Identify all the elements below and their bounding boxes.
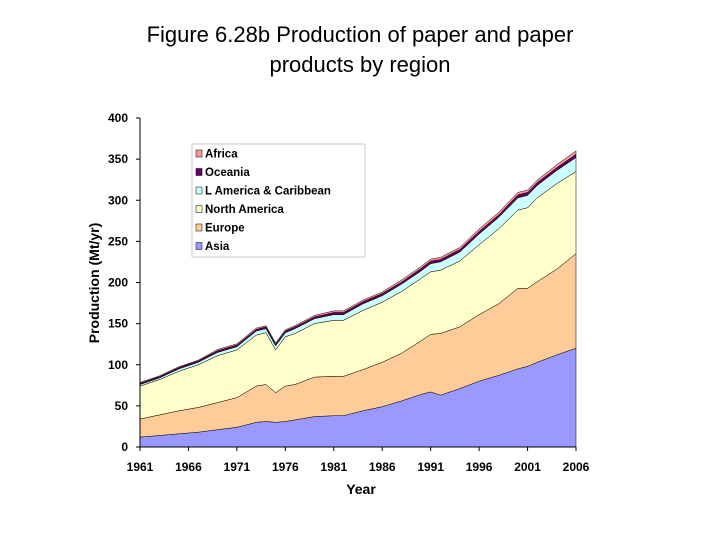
legend-label-north-america: North America bbox=[205, 204, 284, 216]
y-tick-label: 400 bbox=[108, 111, 128, 125]
legend-swatch-africa bbox=[195, 149, 203, 158]
x-tick-label: 1996 bbox=[466, 460, 493, 474]
legend-label-africa: Africa bbox=[205, 149, 238, 161]
y-tick-label: 250 bbox=[108, 234, 128, 248]
y-tick-label: 150 bbox=[108, 317, 128, 331]
legend-label-l-america-caribbean: L America & Caribbean bbox=[205, 186, 331, 198]
legend-box bbox=[191, 143, 366, 258]
legend-swatch-north-america bbox=[195, 205, 203, 213]
x-tick-label: 1961 bbox=[127, 460, 154, 474]
slide-title: Figure 6.28b Production of paper and pap… bbox=[60, 20, 660, 80]
stacked-area-layers bbox=[139, 150, 577, 448]
x-tick-label: 1966 bbox=[175, 460, 202, 474]
x-tick-label: 2006 bbox=[563, 460, 590, 474]
legend-swatch-asia bbox=[195, 242, 203, 250]
slide-title-line-1: Figure 6.28b Production of paper and pap… bbox=[146, 22, 574, 47]
x-tick-label: 2001 bbox=[514, 460, 541, 474]
legend-swatch-oceania bbox=[195, 168, 203, 176]
y-tick-label: 300 bbox=[108, 193, 128, 207]
legend-swatch-l-america-caribbean bbox=[195, 186, 203, 195]
x-tick-label: 1991 bbox=[417, 460, 444, 474]
x-axis-title: Year bbox=[346, 481, 376, 497]
legend-label-europe: Europe bbox=[205, 223, 245, 235]
x-tick-label: 1981 bbox=[320, 460, 347, 474]
slide-title-line-2: products by region bbox=[269, 52, 451, 77]
area-africa bbox=[139, 150, 577, 384]
y-tick-label: 50 bbox=[115, 399, 129, 413]
chart-axes: 0 50 100 150 200 250 300 350 400 1961 1966 1971 1976… bbox=[108, 111, 590, 474]
y-tick-label: 0 bbox=[121, 440, 128, 454]
y-tick-label: 200 bbox=[108, 276, 128, 290]
x-tick-label: 1971 bbox=[224, 460, 251, 474]
y-tick-label: 100 bbox=[108, 358, 128, 372]
legend: Africa Oceania L America & Caribbean North … bbox=[191, 143, 366, 258]
y-tick-label: 350 bbox=[108, 152, 128, 166]
x-tick-label: 1976 bbox=[272, 460, 299, 474]
legend-label-oceania: Oceania bbox=[205, 167, 250, 179]
y-axis-title: Production (Mt/yr) bbox=[86, 223, 102, 344]
legend-label-asia: Asia bbox=[205, 241, 230, 253]
legend-swatch-europe bbox=[195, 223, 203, 232]
x-tick-label: 1986 bbox=[369, 460, 396, 474]
